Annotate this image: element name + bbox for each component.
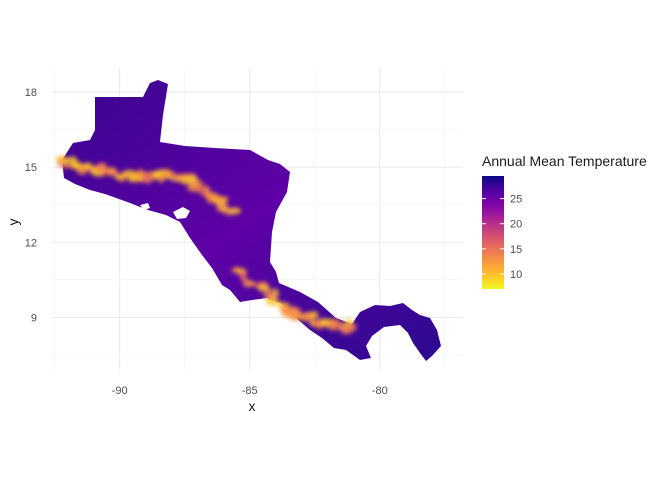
x-axis-title: x [249, 398, 256, 414]
x-axis: -90 -85 -80 [112, 385, 388, 397]
x-tick-label: -80 [372, 385, 388, 397]
raster-cell [96, 170, 107, 175]
raster-cell [257, 284, 271, 292]
legend-tick-label: 20 [510, 219, 522, 231]
raster-cell [76, 166, 88, 175]
raster-cell [106, 171, 120, 176]
raster-cell [229, 207, 242, 215]
legend-colorbar [482, 176, 504, 289]
raster-cell [266, 296, 278, 306]
legend: Annual Mean Temperature 10 15 20 25 [482, 153, 647, 289]
x-tick-label: -85 [242, 385, 258, 397]
raster-cell [244, 280, 255, 285]
x-tick-label: -90 [112, 385, 128, 397]
raster-cell [308, 311, 319, 319]
raster-cell [216, 195, 224, 204]
raster-cell [59, 157, 71, 165]
raster-cell [288, 310, 302, 321]
raster-cell [142, 175, 153, 184]
land-mass [62, 80, 441, 361]
legend-title: Annual Mean Temperature [482, 153, 647, 169]
y-tick-label: 12 [25, 237, 37, 249]
raster-cell [187, 183, 201, 192]
legend-tick-label: 10 [510, 269, 522, 281]
legend-ticks: 10 15 20 25 [482, 194, 522, 281]
y-axis-title: y [5, 219, 21, 226]
y-tick-label: 9 [31, 312, 37, 324]
legend-tick-label: 15 [510, 244, 522, 256]
raster-cell [144, 170, 155, 178]
temperature-raster [55, 155, 357, 335]
gulf-of-fonseca [140, 203, 150, 210]
y-tick-label: 18 [25, 87, 37, 99]
lake-nicaragua [173, 207, 190, 219]
raster-cell [127, 177, 136, 182]
y-axis: 9 12 15 18 [25, 87, 37, 324]
legend-tick-label: 25 [510, 194, 522, 206]
raster-cell [350, 322, 357, 332]
raster-cell [240, 275, 248, 282]
land-shape [62, 80, 441, 361]
y-tick-label: 15 [25, 162, 37, 174]
